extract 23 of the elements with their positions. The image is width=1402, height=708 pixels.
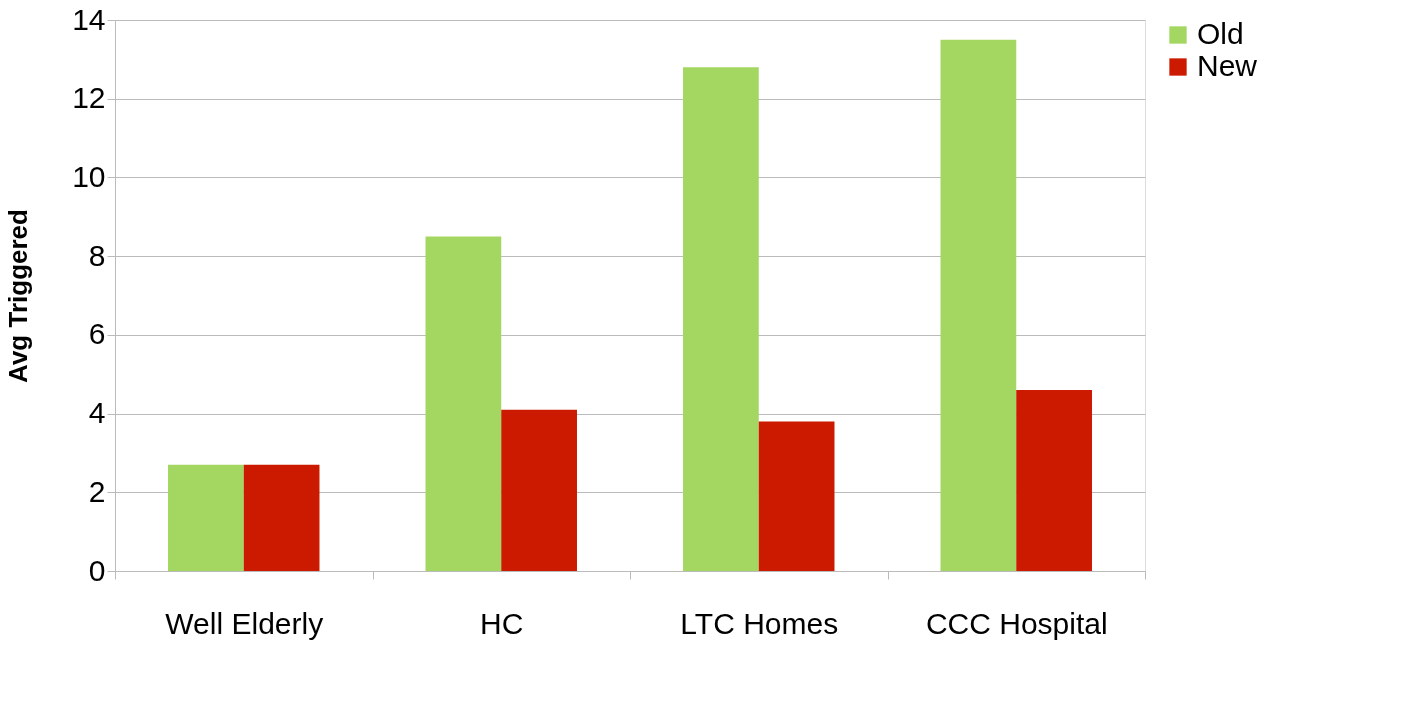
bar — [940, 39, 1017, 571]
bar — [425, 236, 502, 571]
y-tick-label: 12 — [72, 81, 106, 115]
y-tick-label: 0 — [88, 553, 106, 587]
x-tick-label: CCC Hospital — [925, 606, 1108, 640]
y-tick-label: 8 — [88, 238, 106, 272]
bar — [243, 464, 320, 571]
y-tick-label: 14 — [72, 2, 106, 36]
bar — [168, 464, 244, 571]
bar — [683, 67, 759, 571]
bar — [758, 421, 835, 571]
bar — [1016, 389, 1092, 571]
y-tick-label: 6 — [88, 317, 106, 351]
bar — [501, 409, 577, 571]
x-tick-label: LTC Homes — [680, 606, 839, 640]
y-tick-label: 2 — [88, 474, 106, 508]
x-tick-label: Well Elderly — [165, 606, 324, 640]
y-tick-label: 10 — [72, 159, 106, 193]
legend-label: Old — [1197, 17, 1244, 50]
y-tick-label: 4 — [88, 396, 106, 430]
legend-label: New — [1197, 49, 1258, 82]
x-tick-label: HC — [480, 606, 524, 640]
y-axis-title: Avg Triggered — [3, 209, 34, 383]
